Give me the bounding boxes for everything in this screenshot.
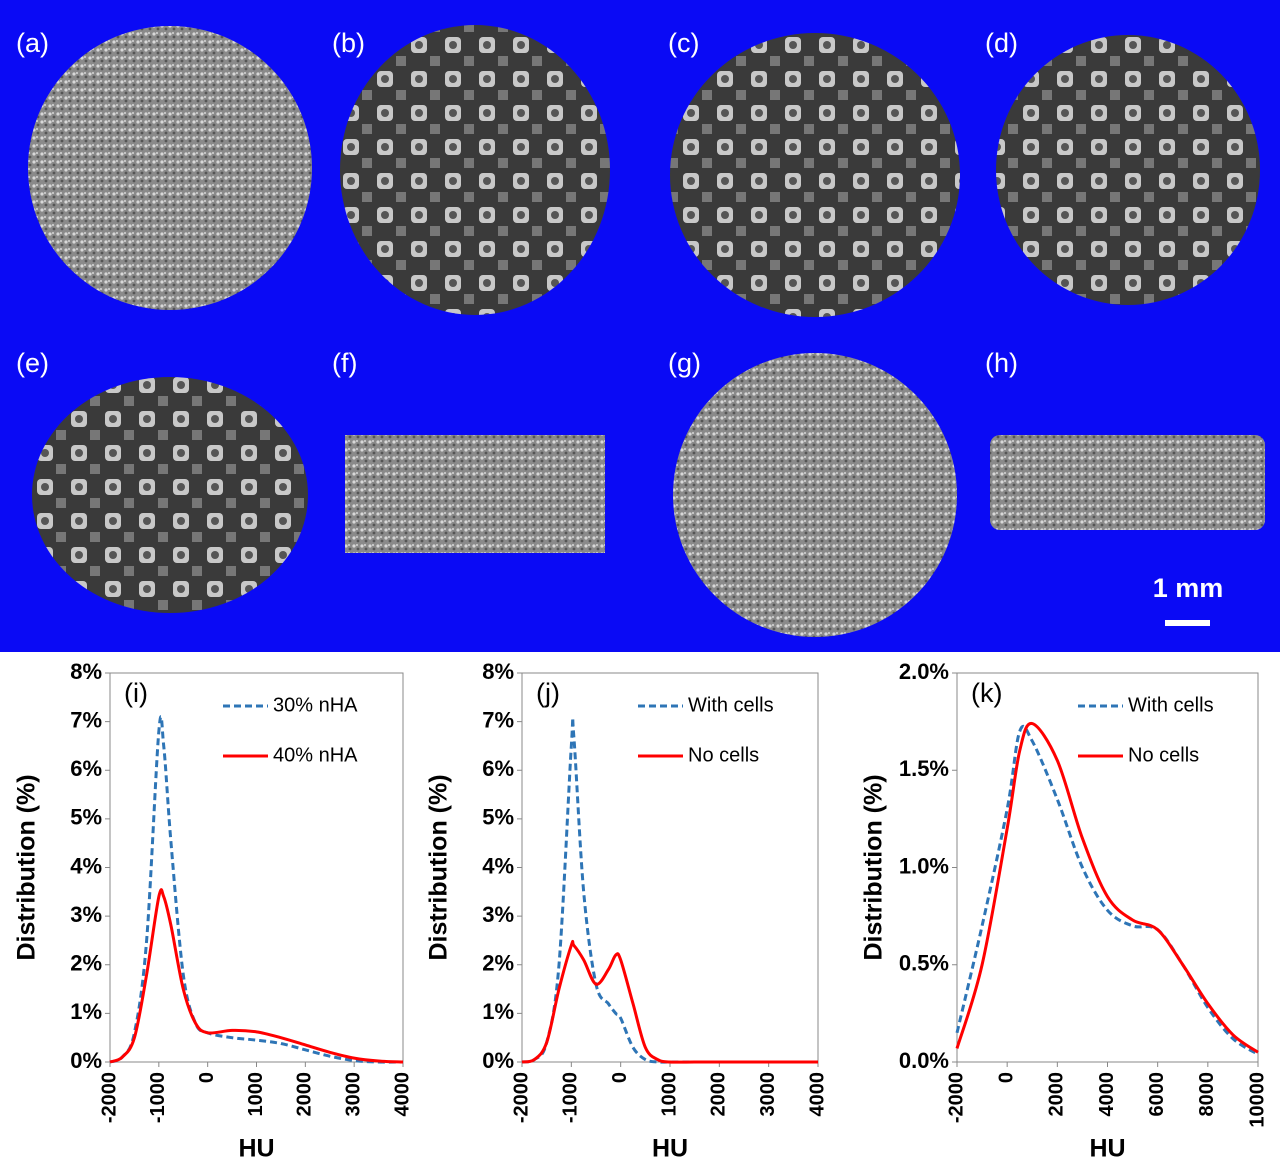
x-tick-label: 4000: [391, 1072, 413, 1117]
legend-label: 40% nHA: [273, 744, 358, 766]
scale-label: 1 mm: [1153, 573, 1224, 603]
panel-label: (h): [985, 348, 1018, 378]
x-tick-label: 6000: [1146, 1072, 1168, 1117]
legend-label: With cells: [688, 694, 774, 716]
y-tick-label: 7%: [70, 707, 102, 732]
x-axis-label: HU: [238, 1135, 274, 1163]
panel-label: (g): [668, 348, 701, 378]
x-tick-label: 2000: [294, 1072, 316, 1117]
panel-label: (e): [16, 348, 49, 378]
y-tick-label: 2%: [70, 951, 102, 976]
panel-label: (a): [16, 28, 49, 58]
y-tick-label: 1.0%: [899, 853, 949, 878]
panel-label: (f): [332, 348, 357, 378]
y-tick-label: 8%: [70, 659, 102, 684]
scaffold-h: [990, 435, 1265, 530]
x-tick-label: -2000: [98, 1072, 120, 1123]
y-tick-label: 6%: [482, 756, 514, 781]
x-tick-label: -1000: [560, 1072, 582, 1123]
x-tick-label: 3000: [757, 1072, 779, 1117]
x-tick-label: 10000: [1246, 1072, 1268, 1128]
y-tick-label: 0.0%: [899, 1048, 949, 1073]
legend-label: No cells: [1128, 744, 1199, 766]
scaffold-c: [670, 33, 960, 317]
y-tick-label: 1%: [70, 999, 102, 1024]
x-tick-label: 4000: [806, 1072, 828, 1117]
x-tick-label: 8000: [1196, 1072, 1218, 1117]
y-tick-label: 2.0%: [899, 659, 949, 684]
y-tick-label: 8%: [482, 659, 514, 684]
legend-label: No cells: [688, 744, 759, 766]
x-tick-label: -2000: [510, 1072, 532, 1123]
y-tick-label: 5%: [70, 805, 102, 830]
plot-frame: [110, 673, 403, 1062]
y-tick-label: 4%: [482, 853, 514, 878]
y-tick-label: 0%: [482, 1048, 514, 1073]
x-tick-label: 2000: [1046, 1072, 1068, 1117]
y-tick-label: 1%: [482, 999, 514, 1024]
series-line: [110, 717, 403, 1063]
panel-label: (b): [332, 28, 365, 58]
y-tick-label: 2%: [482, 951, 514, 976]
x-tick-label: 0: [995, 1072, 1017, 1083]
scaffold-d: [996, 35, 1260, 305]
x-tick-label: 0: [609, 1072, 631, 1083]
y-tick-label: 4%: [70, 853, 102, 878]
series-line: [957, 726, 1258, 1054]
x-tick-label: 3000: [342, 1072, 364, 1117]
y-axis-label: Distribution (%): [13, 774, 41, 960]
panel-label: (d): [985, 28, 1018, 58]
series-line: [957, 723, 1258, 1052]
chart-title: (j): [536, 678, 560, 708]
y-tick-label: 7%: [482, 707, 514, 732]
y-tick-label: 6%: [70, 756, 102, 781]
figure: 1 mm (a) (b) (c) (d) (e) (f) (g) (h) 0% 1% 2% 3% 4% 5…: [0, 0, 1280, 1167]
y-tick-label: 0%: [70, 1048, 102, 1073]
chart-title: (k): [971, 678, 1002, 708]
series-line: [522, 718, 818, 1063]
chart-title: (i): [124, 678, 148, 708]
y-axis-label: Distribution (%): [425, 774, 453, 960]
y-tick-label: 3%: [70, 902, 102, 927]
series-line: [522, 941, 818, 1062]
scaffold-a: [28, 26, 312, 310]
scaffold-g: [673, 353, 957, 637]
x-tick-label: 2000: [708, 1072, 730, 1117]
x-axis-label: HU: [1089, 1135, 1125, 1163]
y-tick-label: 0.5%: [899, 951, 949, 976]
x-tick-label: 4000: [1096, 1072, 1118, 1117]
y-axis-label: Distribution (%): [860, 774, 888, 960]
plot-frame: [957, 673, 1258, 1062]
scaffold-f: [345, 435, 605, 553]
legend-label: 30% nHA: [273, 694, 358, 716]
x-tick-label: -2000: [945, 1072, 967, 1123]
y-tick-label: 3%: [482, 902, 514, 927]
scale-bar: [1165, 620, 1210, 626]
legend-label: With cells: [1128, 694, 1214, 716]
y-tick-label: 5%: [482, 805, 514, 830]
y-tick-label: 1.5%: [899, 756, 949, 781]
scaffold-b: [340, 25, 610, 315]
panel-label: (c): [668, 28, 699, 58]
series-line: [110, 890, 403, 1062]
x-axis-label: HU: [652, 1135, 688, 1163]
scaffold-e: [32, 377, 308, 613]
x-tick-label: -1000: [147, 1072, 169, 1123]
x-tick-label: 1000: [245, 1072, 267, 1117]
x-tick-label: 0: [196, 1072, 218, 1083]
x-tick-label: 1000: [658, 1072, 680, 1117]
